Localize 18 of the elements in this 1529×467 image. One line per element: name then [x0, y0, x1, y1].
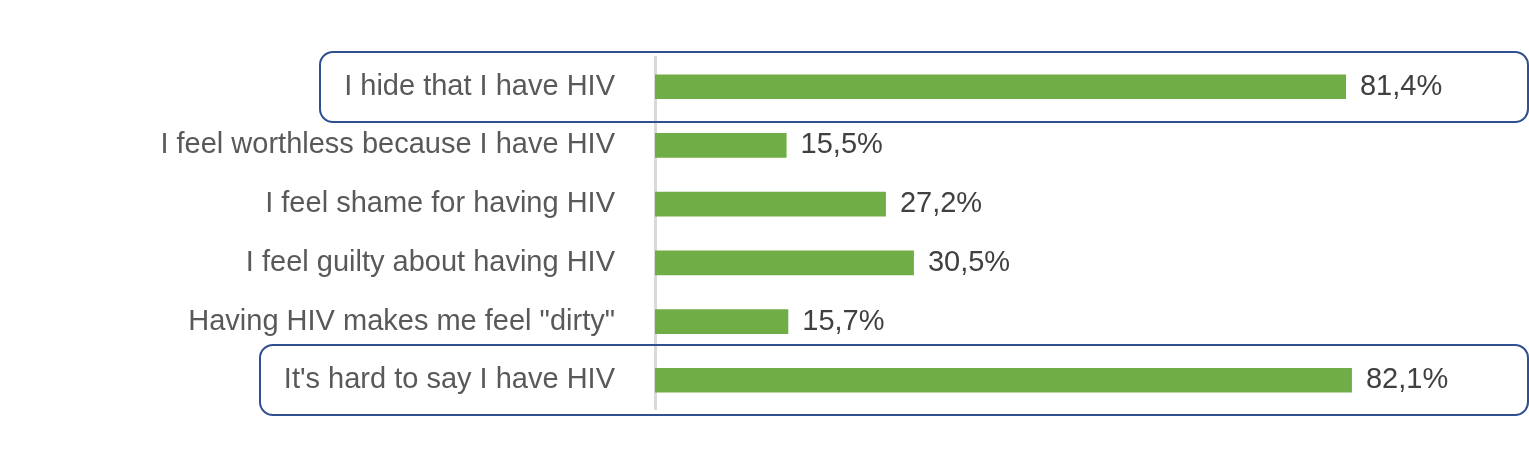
y-tick-label: It's hard to say I have HIV — [283, 362, 616, 395]
y-tick-label: Having HIV makes me feel "dirty" — [188, 303, 615, 336]
bar — [655, 250, 914, 276]
bar — [655, 133, 787, 158]
data-label: 30,5% — [927, 244, 1011, 277]
data-label: 15,7% — [802, 303, 885, 336]
bar — [655, 191, 886, 217]
data-label: 27,2% — [899, 186, 983, 219]
y-tick-label: I feel worthless because I have HIV — [160, 127, 616, 160]
data-label: 81,4% — [1360, 68, 1443, 101]
y-tick-label: I feel guilty about having HIV — [245, 244, 616, 277]
bar — [655, 367, 1352, 393]
y-tick-label: I hide that I have HIV — [344, 68, 616, 101]
bar — [655, 309, 789, 334]
data-label: 82,1% — [1365, 362, 1449, 395]
y-tick-label: I feel shame for having HIV — [265, 186, 616, 219]
data-label: 15,5% — [800, 127, 883, 160]
bar — [655, 74, 1346, 100]
